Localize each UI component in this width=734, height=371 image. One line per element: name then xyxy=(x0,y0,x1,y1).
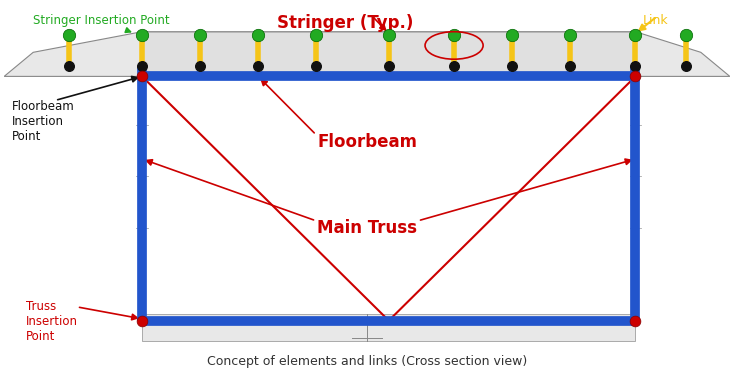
Polygon shape xyxy=(4,32,730,76)
Text: Link: Link xyxy=(643,14,669,27)
Point xyxy=(310,63,322,69)
Point xyxy=(137,73,148,79)
Point xyxy=(630,63,642,69)
Point xyxy=(564,63,576,69)
Point xyxy=(64,32,76,38)
Point xyxy=(383,63,395,69)
Point xyxy=(448,32,460,38)
Bar xyxy=(142,314,636,341)
Point xyxy=(506,32,518,38)
Point xyxy=(137,63,148,69)
Text: Concept of elements and links (Cross section view): Concept of elements and links (Cross sec… xyxy=(207,355,527,368)
Point xyxy=(448,63,460,69)
Point xyxy=(252,32,264,38)
Text: Truss
Insertion
Point: Truss Insertion Point xyxy=(26,300,78,343)
Text: Main Truss: Main Truss xyxy=(317,219,417,237)
Point xyxy=(64,63,76,69)
Point xyxy=(564,32,576,38)
Bar xyxy=(142,32,636,76)
Point xyxy=(310,32,322,38)
Point xyxy=(630,73,642,79)
Text: Stringer Insertion Point: Stringer Insertion Point xyxy=(33,14,170,32)
Point xyxy=(680,32,692,38)
Point xyxy=(252,63,264,69)
Point xyxy=(195,63,206,69)
Text: Floorbeam: Floorbeam xyxy=(317,133,417,151)
Text: Stringer (Typ.): Stringer (Typ.) xyxy=(277,14,413,33)
Point xyxy=(195,32,206,38)
Point xyxy=(137,32,148,38)
Point xyxy=(506,63,518,69)
Point xyxy=(680,63,692,69)
Point xyxy=(630,32,642,38)
Point xyxy=(630,318,642,324)
Text: Floorbeam
Insertion
Point: Floorbeam Insertion Point xyxy=(12,101,74,144)
Point xyxy=(383,32,395,38)
Point xyxy=(137,318,148,324)
